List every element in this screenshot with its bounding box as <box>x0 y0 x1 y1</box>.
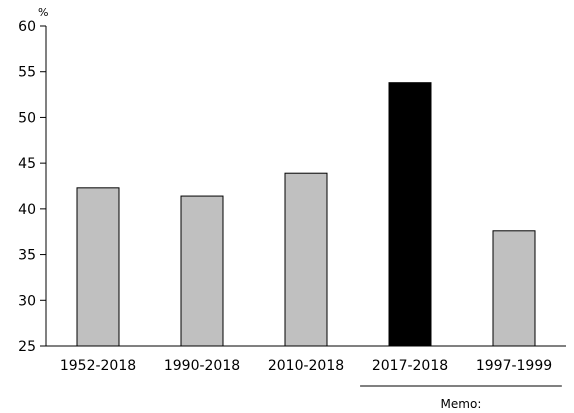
bars <box>76 82 536 347</box>
x-tick-label: 2010-2018 <box>268 358 344 374</box>
y-tick-label: 40 <box>18 202 36 218</box>
x-tick-label: 1952-2018 <box>60 358 136 374</box>
y-tick-label: 55 <box>18 65 36 81</box>
y-unit-label: % <box>38 6 48 19</box>
memo-label: Memo: <box>441 397 482 411</box>
y-tick-label: 60 <box>18 19 36 35</box>
bar-1990-2018 <box>180 195 224 347</box>
y-tick-label: 45 <box>18 156 36 172</box>
bar-1952-2018 <box>76 187 120 347</box>
bar-2017-2018 <box>388 82 432 347</box>
x-tick-label: 1997-1999 <box>476 358 552 374</box>
x-tick-label: 2017-2018 <box>372 358 448 374</box>
bar-2010-2018 <box>284 172 328 347</box>
y-axis: 25 30 35 40 45 50 55 60 <box>18 19 47 355</box>
y-tick-label: 30 <box>18 293 36 309</box>
y-tick-label: 25 <box>18 339 36 355</box>
x-tick-label: 1990-2018 <box>164 358 240 374</box>
bar-1997-1999 <box>492 230 536 347</box>
y-tick-label: 35 <box>18 248 36 264</box>
y-tick-label: 50 <box>18 110 36 126</box>
x-axis: 1952-2018 1990-2018 2010-2018 2017-2018 1997… <box>46 345 566 374</box>
